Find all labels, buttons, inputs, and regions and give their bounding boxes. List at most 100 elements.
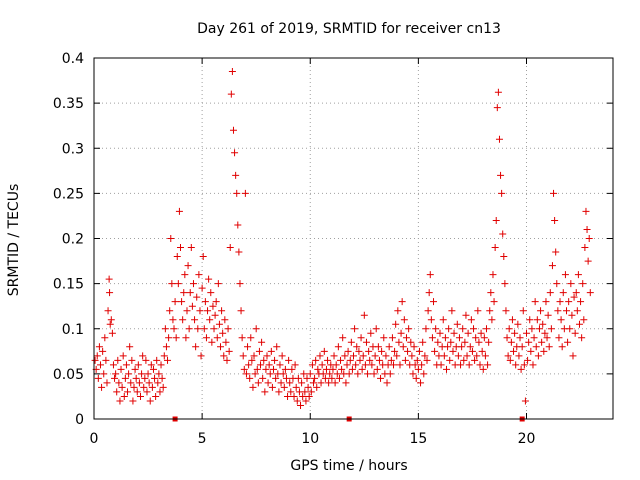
data-point (445, 325, 453, 333)
data-point (446, 356, 454, 364)
data-point (200, 325, 208, 333)
data-point (424, 307, 432, 315)
data-point (105, 275, 113, 283)
data-point (153, 356, 161, 364)
data-point (320, 347, 328, 355)
data-point (396, 361, 404, 369)
data-point (388, 334, 396, 342)
data-point (253, 365, 261, 373)
data-point (211, 311, 219, 319)
data-point (491, 244, 499, 252)
data-point (160, 352, 168, 360)
data-point (476, 361, 484, 369)
data-point (131, 365, 139, 373)
data-point (543, 334, 551, 342)
data-point (103, 379, 111, 387)
data-point (261, 388, 269, 396)
data-point (524, 356, 532, 364)
data-point (156, 388, 164, 396)
data-point (365, 347, 373, 355)
data-point (566, 325, 574, 333)
x-tick-label: 20 (518, 431, 536, 447)
data-point (494, 88, 502, 96)
data-point (309, 379, 317, 387)
data-point (400, 316, 408, 324)
data-point (401, 356, 409, 364)
data-point (497, 171, 505, 179)
data-point (495, 135, 503, 143)
data-point (518, 343, 526, 351)
data-point (479, 365, 487, 373)
data-point (506, 356, 514, 364)
data-point (132, 374, 140, 382)
data-point (158, 374, 166, 382)
data-point (98, 383, 106, 391)
data-point (527, 347, 535, 355)
data-point (398, 298, 406, 306)
data-point (173, 253, 181, 261)
y-tick-label: 0 (75, 412, 84, 428)
data-point (305, 392, 313, 400)
data-point (337, 356, 345, 364)
data-point (206, 316, 214, 324)
data-point (237, 307, 245, 315)
data-point (459, 325, 467, 333)
data-point (499, 230, 507, 238)
data-point (517, 365, 525, 373)
data-point (242, 370, 250, 378)
data-point (539, 320, 547, 328)
data-point (260, 356, 268, 364)
data-point (196, 307, 204, 315)
data-point (487, 289, 495, 297)
data-point (139, 352, 147, 360)
data-point (545, 343, 553, 351)
data-point (185, 325, 193, 333)
data-point (441, 334, 449, 342)
data-point (250, 352, 258, 360)
data-point (177, 244, 184, 252)
data-point (373, 365, 381, 373)
data-point (515, 352, 523, 360)
data-point (140, 383, 148, 391)
data-point (534, 352, 542, 360)
tick-layer: 0 0.05 0.1 0.15 0.2 0.25 0.3 0.35 0.4 0 5 10 15 20 (53, 51, 613, 447)
data-point (192, 343, 200, 351)
data-point (516, 334, 524, 342)
data-point (478, 347, 486, 355)
data-point (119, 352, 127, 360)
data-point (117, 365, 125, 373)
data-point (463, 352, 471, 360)
data-point (468, 347, 476, 355)
data-point (582, 207, 590, 215)
data-point (470, 325, 478, 333)
data-point (115, 379, 123, 387)
y-tick-label: 0.35 (53, 96, 84, 112)
data-point (532, 343, 540, 351)
data-point (298, 379, 306, 387)
data-point (460, 356, 468, 364)
data-point (572, 289, 580, 297)
data-point (535, 325, 543, 333)
data-point (404, 347, 412, 355)
data-point (157, 361, 165, 369)
data-point (586, 289, 594, 297)
data-point (229, 126, 237, 134)
data-point (350, 352, 357, 360)
data-point (155, 370, 163, 378)
data-point (106, 289, 114, 297)
data-point (232, 171, 240, 179)
point-layer (91, 68, 594, 409)
data-point (149, 365, 157, 373)
data-point (124, 388, 132, 396)
data-point (164, 356, 172, 364)
data-point (193, 293, 201, 301)
data-point (226, 244, 234, 252)
data-point (353, 343, 361, 351)
data-point (277, 379, 285, 387)
data-point (347, 338, 355, 346)
data-point (533, 316, 541, 324)
data-point (453, 320, 461, 328)
data-point (300, 370, 308, 378)
data-point (118, 383, 126, 391)
data-point (170, 325, 178, 333)
